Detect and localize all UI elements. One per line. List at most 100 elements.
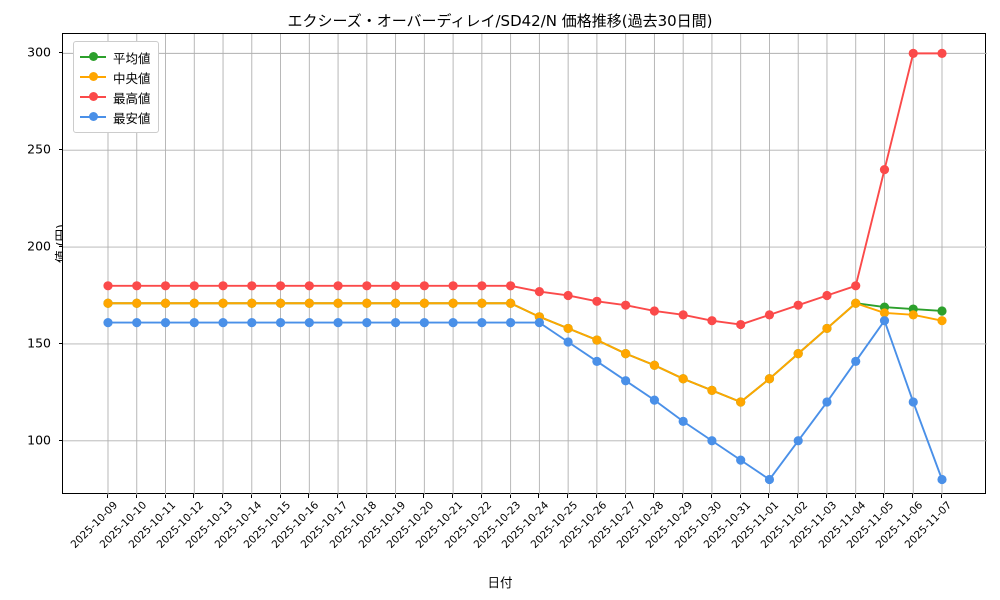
data-point — [678, 416, 688, 426]
x-tick-mark — [308, 494, 310, 498]
x-tick-mark — [624, 494, 626, 498]
data-point — [879, 308, 890, 318]
data-point — [707, 316, 717, 326]
series-1 — [103, 298, 947, 407]
data-point — [304, 298, 314, 308]
legend-label: 中央値 — [113, 70, 151, 86]
data-point — [160, 318, 171, 328]
data-point — [908, 48, 918, 58]
data-point — [736, 319, 746, 330]
x-tick-mark — [883, 494, 885, 498]
data-point — [103, 318, 113, 328]
data-point — [678, 374, 688, 384]
data-point — [649, 306, 660, 316]
data-point — [275, 298, 286, 308]
legend-label: 最高値 — [113, 90, 151, 106]
data-point — [793, 300, 803, 310]
x-tick-mark — [825, 494, 827, 498]
data-point — [736, 397, 746, 407]
x-axis-label: 日付 — [487, 575, 513, 590]
x-tick-mark — [193, 494, 195, 498]
plot-area — [62, 33, 987, 495]
legend-item-2[interactable]: 中央値 — [80, 67, 151, 87]
gridlines — [63, 34, 987, 495]
data-point — [477, 281, 487, 291]
y-tick-label: 150 — [27, 335, 51, 351]
data-point — [621, 349, 631, 359]
x-tick-mark — [768, 494, 770, 498]
x-tick-mark — [365, 494, 367, 498]
data-point — [879, 164, 890, 175]
data-point — [851, 281, 861, 291]
x-tick-mark — [222, 494, 224, 498]
data-point — [247, 298, 257, 308]
data-point — [275, 318, 286, 328]
x-tick-mark — [941, 494, 942, 498]
x-tick-mark — [682, 494, 684, 498]
data-point — [534, 287, 544, 297]
x-tick-mark — [567, 494, 569, 498]
data-point — [937, 306, 947, 316]
data-point — [333, 318, 343, 328]
data-point — [908, 397, 918, 407]
data-point — [506, 281, 516, 291]
plot-lines — [63, 34, 987, 495]
data-point — [937, 474, 947, 485]
x-tick-mark — [854, 494, 856, 498]
y-tick-label: 300 — [27, 44, 51, 60]
data-point — [822, 397, 832, 407]
legend-marker-icon — [80, 50, 106, 64]
data-point — [592, 296, 602, 306]
x-tick-mark — [912, 494, 914, 498]
series-line — [107, 319, 943, 481]
data-point — [822, 323, 832, 334]
x-tick-mark — [595, 494, 597, 498]
series-line — [107, 52, 943, 326]
data-point — [333, 298, 343, 308]
data-point — [506, 298, 516, 308]
y-tick-mark — [58, 246, 62, 248]
y-tick-mark — [58, 149, 62, 151]
y-tick-mark — [58, 52, 62, 54]
legend-item-1[interactable]: 平均値 — [80, 47, 151, 67]
series-4 — [103, 316, 947, 485]
data-point — [362, 281, 372, 291]
data-point — [390, 298, 401, 308]
data-point — [362, 298, 372, 308]
data-point — [448, 281, 458, 291]
x-tick-mark — [739, 494, 741, 498]
data-point — [419, 318, 429, 328]
data-point — [649, 360, 660, 370]
data-point — [218, 298, 228, 308]
data-point — [218, 281, 228, 291]
y-tick-label: 250 — [27, 141, 51, 157]
data-point — [879, 316, 890, 326]
data-point — [390, 318, 401, 328]
data-point — [189, 281, 199, 291]
data-point — [103, 298, 113, 308]
data-point — [103, 281, 113, 291]
data-point — [563, 290, 573, 301]
data-point — [189, 318, 199, 328]
legend-item-4[interactable]: 最安値 — [80, 107, 151, 127]
data-point — [793, 349, 803, 359]
data-point — [793, 436, 803, 446]
x-tick-mark — [337, 494, 339, 498]
data-point — [621, 376, 631, 386]
x-tick-mark — [107, 494, 108, 498]
data-point — [448, 298, 458, 308]
data-point — [477, 318, 487, 328]
legend-label: 最安値 — [113, 110, 151, 126]
legend-item-3[interactable]: 最高値 — [80, 87, 151, 107]
data-point — [218, 318, 228, 328]
data-point — [304, 281, 314, 291]
data-point — [390, 281, 401, 291]
x-tick-mark — [279, 494, 281, 498]
data-point — [822, 290, 832, 301]
data-point — [477, 298, 487, 308]
x-tick-mark — [653, 494, 655, 498]
y-tick-mark — [58, 439, 62, 441]
data-point — [621, 300, 631, 310]
data-point — [362, 318, 372, 328]
